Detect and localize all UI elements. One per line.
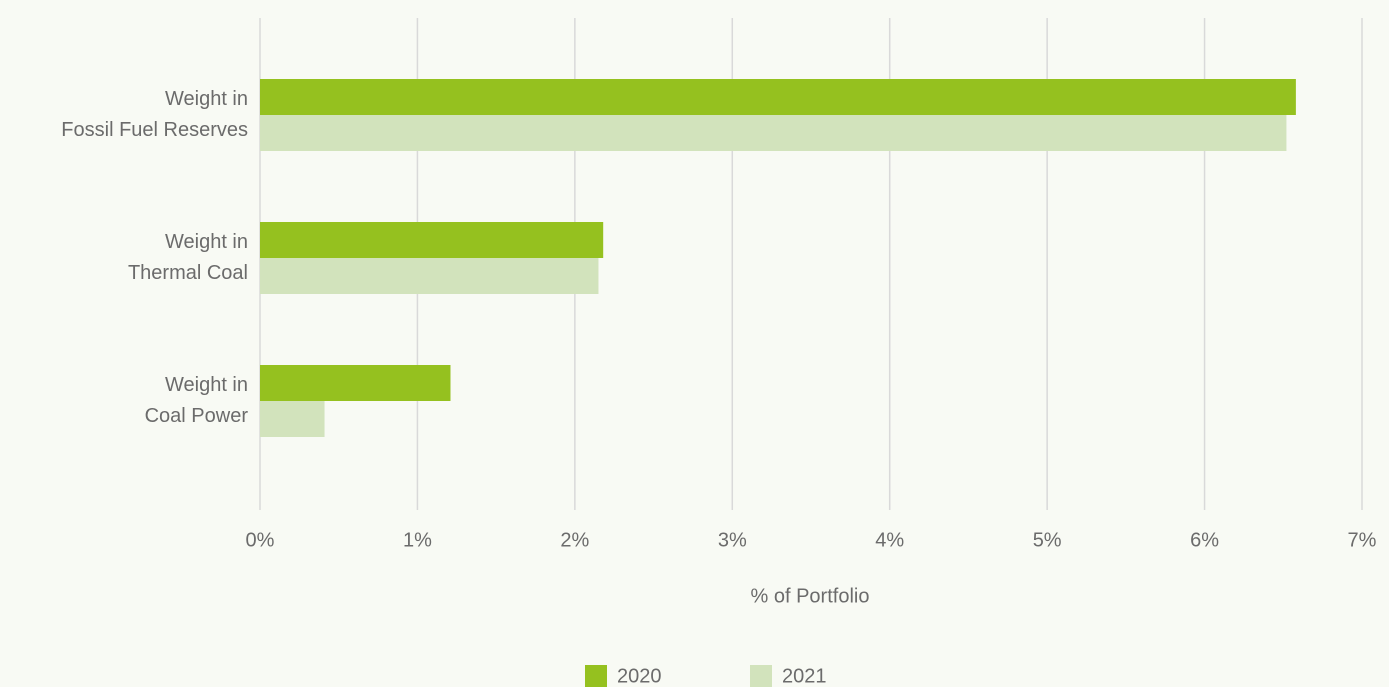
y-tick-label: Fossil Fuel Reserves (61, 119, 248, 141)
x-tick-label: 4% (875, 529, 904, 551)
legend-label: 2021 (782, 665, 827, 687)
x-tick-label: 2% (560, 529, 589, 551)
legend-swatch (585, 665, 607, 687)
x-tick-label: 1% (403, 529, 432, 551)
x-tick-label: 3% (718, 529, 747, 551)
x-tick-label: 7% (1348, 529, 1377, 551)
x-tick-label: 5% (1033, 529, 1062, 551)
x-tick-label: 0% (246, 529, 275, 551)
y-tick-label: Weight in (165, 231, 248, 253)
y-tick-label: Weight in (165, 374, 248, 396)
bar (260, 258, 599, 294)
legend-label: 2020 (617, 665, 662, 687)
bar (260, 222, 604, 258)
bar (260, 401, 325, 437)
x-axis-label: % of Portfolio (751, 585, 870, 607)
y-tick-label: Coal Power (145, 405, 249, 427)
x-tick-label: 6% (1190, 529, 1219, 551)
bar (260, 115, 1287, 151)
y-tick-label: Weight in (165, 88, 248, 110)
bar (260, 79, 1296, 115)
legend-swatch (750, 665, 772, 687)
bar (260, 365, 451, 401)
y-tick-label: Thermal Coal (128, 262, 248, 284)
